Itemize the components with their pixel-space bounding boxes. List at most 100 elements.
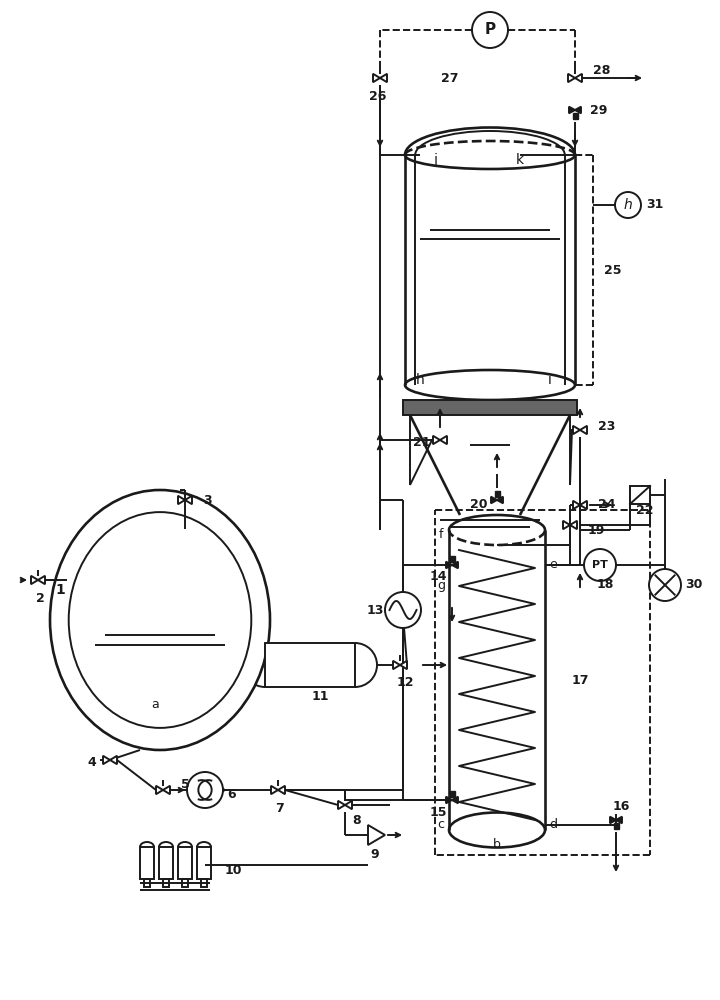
Polygon shape bbox=[110, 756, 117, 764]
Text: 28: 28 bbox=[593, 64, 611, 77]
Bar bbox=[265, 643, 355, 687]
Polygon shape bbox=[31, 576, 38, 584]
Circle shape bbox=[649, 569, 681, 601]
Text: 12: 12 bbox=[396, 676, 414, 690]
Polygon shape bbox=[278, 786, 285, 794]
Bar bbox=[403, 400, 577, 415]
Bar bbox=[197, 847, 211, 879]
Bar bbox=[140, 847, 154, 879]
Bar bbox=[630, 486, 650, 504]
Text: 25: 25 bbox=[604, 263, 622, 276]
Polygon shape bbox=[373, 74, 380, 82]
Polygon shape bbox=[563, 521, 570, 529]
Text: 15: 15 bbox=[429, 806, 446, 818]
Bar bbox=[201, 879, 207, 887]
Text: a: a bbox=[151, 698, 159, 712]
Polygon shape bbox=[580, 426, 587, 434]
Text: g: g bbox=[437, 578, 445, 591]
Bar bbox=[495, 491, 500, 497]
Bar bbox=[572, 113, 577, 119]
Text: 7: 7 bbox=[276, 802, 284, 814]
Bar bbox=[144, 879, 150, 887]
Polygon shape bbox=[400, 661, 407, 669]
Text: h: h bbox=[624, 198, 632, 212]
Polygon shape bbox=[497, 497, 503, 503]
Text: PT: PT bbox=[592, 560, 608, 570]
Polygon shape bbox=[568, 74, 575, 82]
Text: 11: 11 bbox=[311, 690, 329, 704]
Circle shape bbox=[584, 549, 616, 581]
Text: 22: 22 bbox=[636, 504, 654, 518]
Text: b: b bbox=[493, 838, 501, 852]
Text: 8: 8 bbox=[353, 814, 361, 826]
Ellipse shape bbox=[68, 512, 251, 728]
Circle shape bbox=[472, 12, 508, 48]
Text: 1: 1 bbox=[55, 583, 65, 597]
Text: 31: 31 bbox=[646, 198, 663, 212]
Text: 6: 6 bbox=[227, 788, 235, 802]
Polygon shape bbox=[103, 756, 110, 764]
Bar bbox=[163, 879, 169, 887]
Bar bbox=[182, 879, 188, 887]
Text: 16: 16 bbox=[612, 800, 630, 812]
Polygon shape bbox=[338, 801, 345, 809]
Polygon shape bbox=[271, 786, 278, 794]
Text: 18: 18 bbox=[596, 578, 613, 591]
Circle shape bbox=[187, 772, 223, 808]
Text: e: e bbox=[549, 558, 557, 572]
Polygon shape bbox=[452, 797, 458, 803]
Polygon shape bbox=[185, 496, 192, 504]
Polygon shape bbox=[569, 107, 575, 113]
Circle shape bbox=[385, 592, 421, 628]
Text: 30: 30 bbox=[685, 578, 703, 591]
Polygon shape bbox=[452, 562, 458, 568]
Text: 27: 27 bbox=[441, 72, 459, 85]
Bar bbox=[449, 791, 454, 797]
Bar bbox=[178, 847, 192, 879]
Text: 29: 29 bbox=[590, 104, 608, 116]
Polygon shape bbox=[446, 562, 452, 568]
Text: i: i bbox=[548, 373, 552, 387]
Polygon shape bbox=[573, 426, 580, 434]
Text: 3: 3 bbox=[203, 493, 212, 506]
Polygon shape bbox=[575, 107, 581, 113]
Text: f: f bbox=[438, 528, 444, 542]
Polygon shape bbox=[345, 801, 352, 809]
Polygon shape bbox=[156, 786, 163, 794]
Text: 20: 20 bbox=[470, 498, 487, 512]
Bar bbox=[159, 847, 173, 879]
Text: 9: 9 bbox=[371, 848, 379, 861]
Polygon shape bbox=[575, 74, 582, 82]
Text: 19: 19 bbox=[588, 524, 606, 536]
Polygon shape bbox=[393, 661, 400, 669]
Text: 14: 14 bbox=[429, 570, 446, 584]
Polygon shape bbox=[580, 501, 587, 509]
Text: 13: 13 bbox=[366, 603, 384, 616]
Text: 24: 24 bbox=[598, 498, 616, 512]
Polygon shape bbox=[368, 825, 385, 845]
Polygon shape bbox=[440, 436, 447, 444]
Text: c: c bbox=[438, 818, 444, 832]
Text: 23: 23 bbox=[598, 420, 616, 434]
Bar bbox=[449, 556, 454, 562]
Text: 21: 21 bbox=[413, 436, 431, 450]
Text: P: P bbox=[485, 22, 495, 37]
Text: h: h bbox=[415, 373, 424, 387]
Polygon shape bbox=[446, 797, 452, 803]
Circle shape bbox=[615, 192, 641, 218]
Polygon shape bbox=[573, 501, 580, 509]
Polygon shape bbox=[570, 521, 577, 529]
Polygon shape bbox=[491, 497, 497, 503]
Text: 2: 2 bbox=[35, 591, 45, 604]
Text: 17: 17 bbox=[571, 674, 589, 686]
Text: 26: 26 bbox=[369, 90, 387, 103]
Text: j: j bbox=[433, 153, 437, 167]
Text: 10: 10 bbox=[225, 863, 243, 876]
Polygon shape bbox=[433, 436, 440, 444]
Polygon shape bbox=[610, 817, 616, 823]
Polygon shape bbox=[616, 817, 622, 823]
Polygon shape bbox=[163, 786, 170, 794]
Ellipse shape bbox=[50, 490, 270, 750]
Bar bbox=[613, 823, 618, 829]
Polygon shape bbox=[178, 496, 185, 504]
